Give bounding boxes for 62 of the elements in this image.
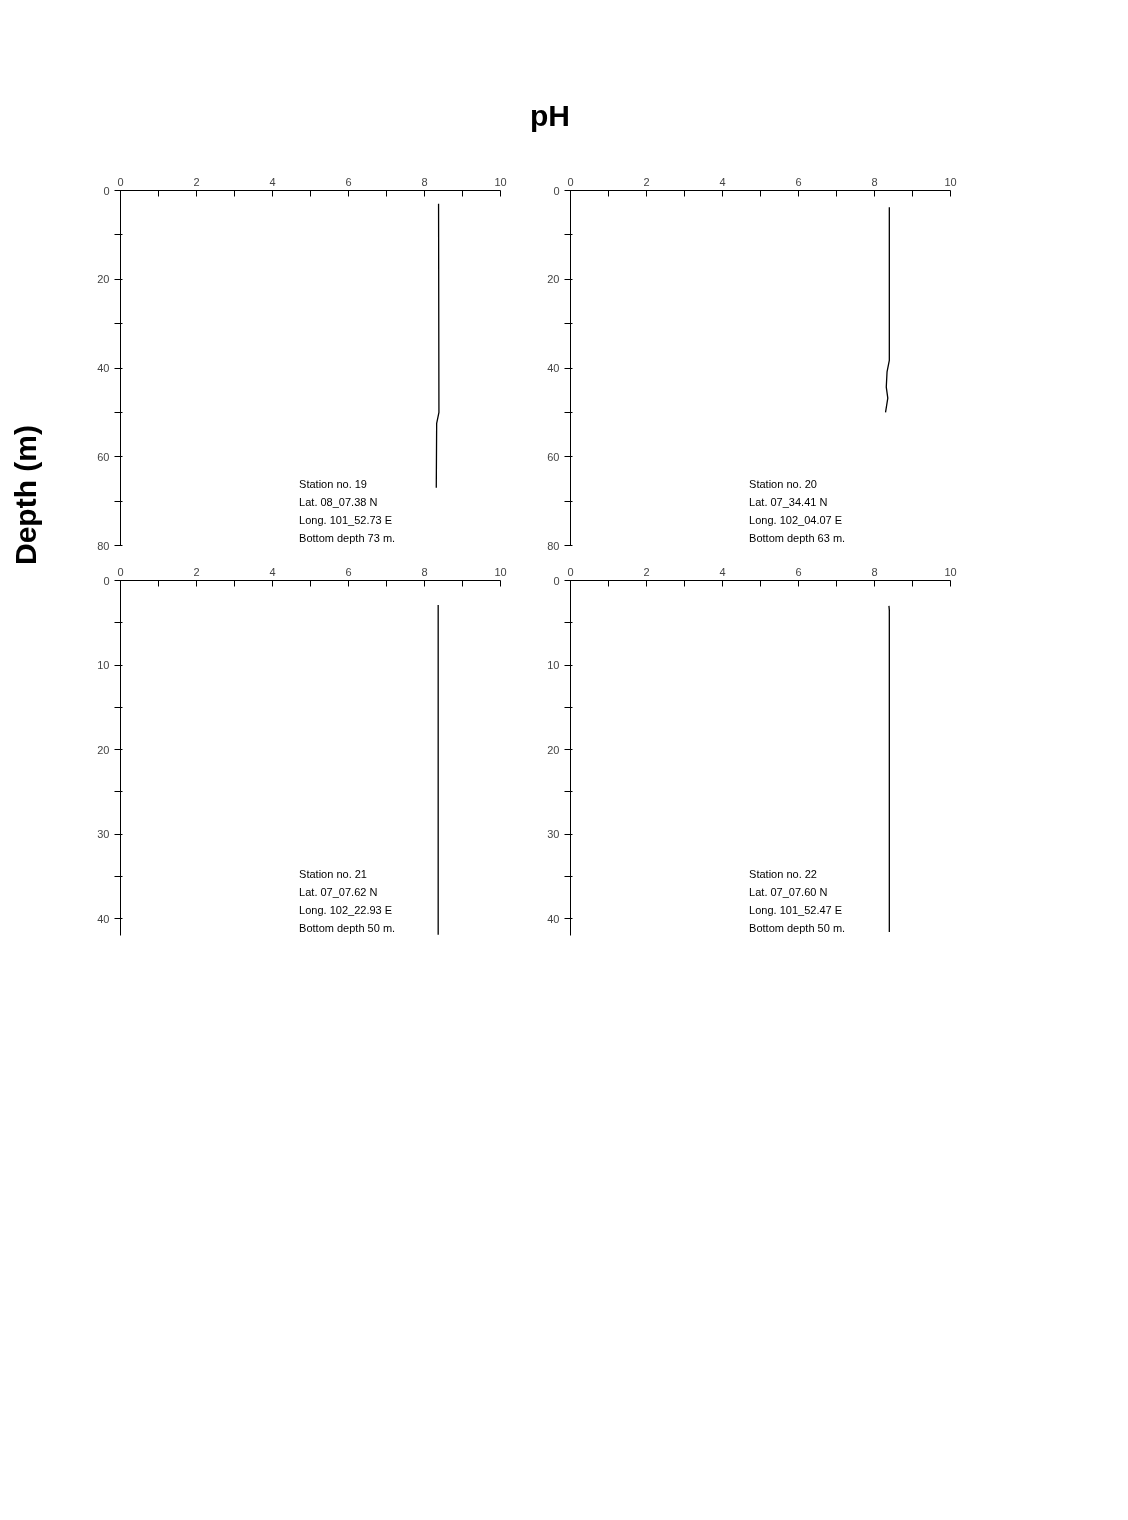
annotation: Long. 102_04.07 E — [749, 513, 843, 526]
x-tick-label: 4 — [719, 175, 726, 188]
x-tick-label: 10 — [494, 175, 507, 188]
y-tick-label: 40 — [547, 912, 560, 925]
x-tick-label: 8 — [871, 565, 878, 578]
x-tick-label: 8 — [421, 565, 428, 578]
x-tick-label: 6 — [795, 175, 802, 188]
x-tick-label: 2 — [643, 565, 650, 578]
annotation: Station no. 22 — [749, 867, 817, 880]
x-tick-label: 4 — [269, 565, 276, 578]
annotation: Bottom depth 63 m. — [749, 531, 846, 544]
y-tick-label: 60 — [547, 450, 560, 463]
y-tick-label: 20 — [97, 743, 110, 756]
y-tick-label: 0 — [553, 184, 560, 197]
x-tick-label: 0 — [117, 565, 124, 578]
annotation: Lat. 08_07.38 N — [299, 495, 378, 508]
y-tick-label: 10 — [547, 659, 560, 672]
annotation: Lat. 07_07.60 N — [749, 885, 828, 898]
y-tick-label: 80 — [97, 539, 110, 552]
y-tick-label: 60 — [97, 450, 110, 463]
annotation: Station no. 19 — [299, 477, 367, 490]
x-tick-label: 4 — [269, 175, 276, 188]
x-tick-label: 2 — [193, 175, 200, 188]
x-tick-label: 10 — [494, 565, 507, 578]
y-tick-label: 20 — [97, 273, 110, 286]
annotation: Bottom depth 50 m. — [749, 921, 846, 934]
y-tick-label: 30 — [547, 828, 560, 841]
annotation: Bottom depth 73 m. — [299, 531, 396, 544]
x-tick-label: 2 — [193, 565, 200, 578]
x-tick-label: 4 — [719, 565, 726, 578]
annotation: Station no. 21 — [299, 867, 367, 880]
y-tick-label: 0 — [103, 184, 110, 197]
y-tick-label: 40 — [547, 362, 560, 374]
y-tick-label: 40 — [97, 912, 110, 925]
y-tick-label: 20 — [547, 743, 560, 756]
y-tick-label: 80 — [547, 539, 560, 552]
y-tick-label: 40 — [97, 362, 110, 374]
y-tick-label: 10 — [97, 659, 110, 672]
annotation: Lat. 07_07.62 N — [299, 885, 378, 898]
x-tick-label: 6 — [345, 565, 352, 578]
y-tick-label: 20 — [547, 273, 560, 286]
x-tick-label: 6 — [795, 565, 802, 578]
x-tick-label: 0 — [117, 175, 124, 188]
x-tick-label: 8 — [421, 175, 428, 188]
annotation: Long. 101_52.47 E — [749, 903, 843, 916]
x-tick-label: 8 — [871, 175, 878, 188]
x-tick-label: 10 — [944, 175, 957, 188]
x-tick-label: 2 — [643, 175, 650, 188]
annotation: Bottom depth 50 m. — [299, 921, 396, 934]
annotation: Lat. 07_34.41 N — [749, 495, 828, 508]
annotation: Station no. 20 — [749, 477, 817, 490]
y-tick-label: 0 — [553, 574, 560, 587]
x-tick-label: 0 — [567, 175, 574, 188]
x-tick-label: 0 — [567, 565, 574, 578]
text: Depth (m) — [8, 425, 43, 565]
y-tick-label: 0 — [103, 574, 110, 587]
text: pH — [530, 98, 570, 134]
y-tick-label: 30 — [97, 828, 110, 841]
annotation: Long. 102_22.93 E — [299, 903, 393, 916]
annotation: Long. 101_52.73 E — [299, 513, 393, 526]
x-tick-label: 10 — [944, 565, 957, 578]
x-tick-label: 6 — [345, 175, 352, 188]
